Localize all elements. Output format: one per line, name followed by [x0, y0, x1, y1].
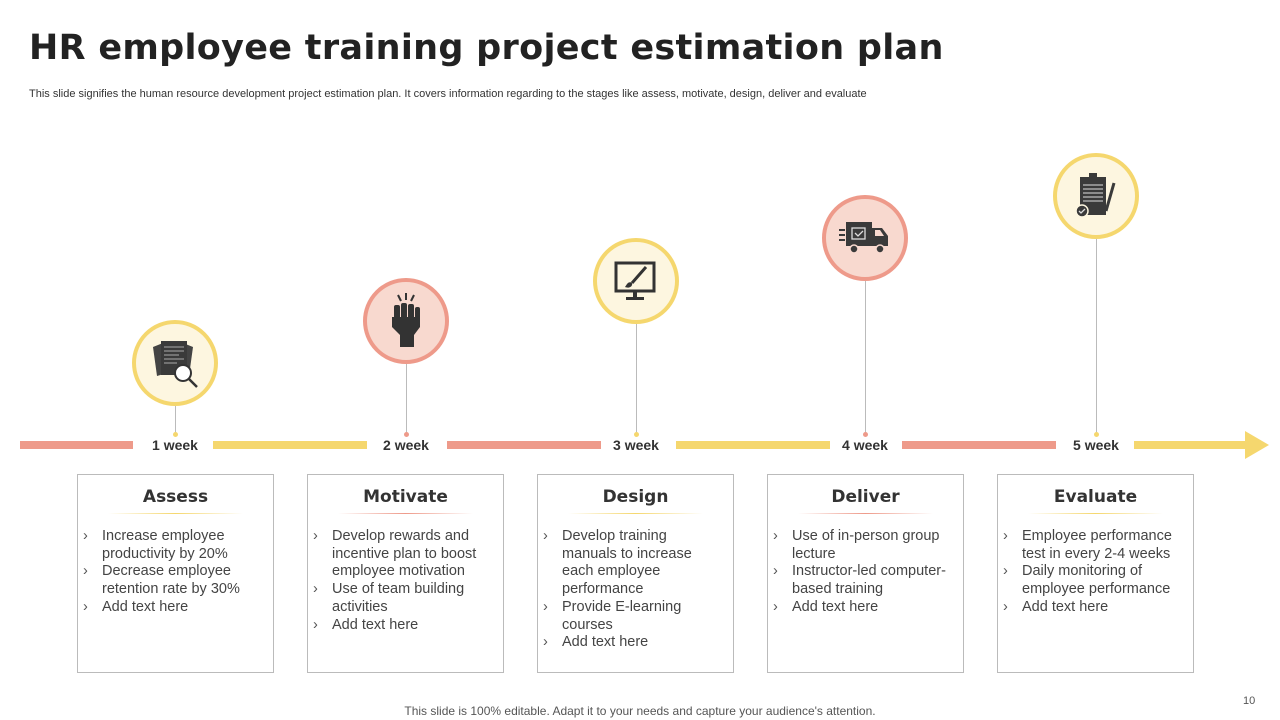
title-underline — [798, 513, 933, 514]
footer-note: This slide is 100% editable. Adapt it to… — [404, 704, 876, 718]
bullet-item: Use of in-person group lecture — [773, 528, 955, 563]
title-underline — [338, 513, 473, 514]
bullet-item: Develop training manuals to increase eac… — [543, 528, 725, 599]
bullet-item: Increase employee productivity by 20% — [83, 528, 265, 563]
stage-icon-circle — [132, 320, 218, 406]
bullet-item: Add text here — [83, 599, 265, 617]
bullet-list: Use of in-person group lectureInstructor… — [768, 528, 963, 617]
timeline-arrow-icon — [1245, 431, 1269, 459]
raised-fist-icon — [386, 293, 426, 349]
title-underline — [1028, 513, 1163, 514]
bullet-item: Develop rewards and incentive plan to bo… — [313, 528, 495, 581]
stage-title: Design — [602, 487, 669, 507]
timeline-segment — [447, 441, 601, 449]
timeline-segment — [676, 441, 830, 449]
slide-subtitle: This slide signifies the human resource … — [29, 88, 867, 100]
connector-dot — [863, 432, 868, 437]
stage-title: Deliver — [831, 487, 900, 507]
title-underline — [568, 513, 703, 514]
connector-dot — [1094, 432, 1099, 437]
title-underline — [108, 513, 243, 514]
bullet-list: Develop training manuals to increase eac… — [538, 528, 733, 652]
document-search-icon — [149, 337, 201, 389]
stage-icon-circle — [363, 278, 449, 364]
bullet-item: Add text here — [773, 599, 955, 617]
bullet-list: Increase employee productivity by 20%Dec… — [78, 528, 273, 617]
connector-line — [865, 281, 866, 434]
timeline-segment — [1134, 441, 1248, 449]
page-number: 10 — [1243, 695, 1256, 707]
connector-dot — [404, 432, 409, 437]
bullet-item: Add text here — [1003, 599, 1185, 617]
stage-title: Assess — [142, 487, 209, 507]
connector-dot — [173, 432, 178, 437]
stage-card: Motivate Develop rewards and incentive p… — [307, 474, 504, 673]
stage-title: Evaluate — [1053, 487, 1138, 507]
bullet-item: Instructor-led computer-based training — [773, 563, 955, 598]
connector-dot — [634, 432, 639, 437]
delivery-truck-icon — [838, 218, 892, 258]
monitor-brush-icon — [612, 257, 660, 305]
stage-title: Motivate — [363, 487, 448, 507]
bullet-item: Employee performance test in every 2-4 w… — [1003, 528, 1185, 563]
bullet-item: Use of team building activities — [313, 581, 495, 616]
bullet-list: Employee performance test in every 2-4 w… — [998, 528, 1193, 617]
week-label: 4 week — [842, 437, 888, 453]
stage-card: Deliver Use of in-person group lectureIn… — [767, 474, 964, 673]
week-label: 1 week — [152, 437, 198, 453]
connector-line — [1096, 239, 1097, 434]
bullet-item: Decrease employee retention rate by 30% — [83, 563, 265, 598]
stage-card: Design Develop training manuals to incre… — [537, 474, 734, 673]
timeline-segment — [902, 441, 1056, 449]
slide-title: HR employee training project estimation … — [29, 28, 944, 68]
bullet-item: Add text here — [313, 617, 495, 635]
bullet-item: Provide E-learning courses — [543, 599, 725, 634]
stage-card: Evaluate Employee performance test in ev… — [997, 474, 1194, 673]
week-label: 5 week — [1073, 437, 1119, 453]
timeline-segment — [213, 441, 367, 449]
connector-line — [175, 406, 176, 434]
stage-card: Assess Increase employee productivity by… — [77, 474, 274, 673]
connector-line — [636, 324, 637, 434]
timeline-segment — [20, 441, 133, 449]
bullet-item: Daily monitoring of employee performance — [1003, 563, 1185, 598]
week-label: 2 week — [383, 437, 429, 453]
connector-line — [406, 364, 407, 434]
stage-icon-circle — [1053, 153, 1139, 239]
clipboard-pen-icon — [1074, 171, 1118, 221]
bullet-item: Add text here — [543, 634, 725, 652]
stage-icon-circle — [822, 195, 908, 281]
bullet-list: Develop rewards and incentive plan to bo… — [308, 528, 503, 634]
stage-icon-circle — [593, 238, 679, 324]
week-label: 3 week — [613, 437, 659, 453]
